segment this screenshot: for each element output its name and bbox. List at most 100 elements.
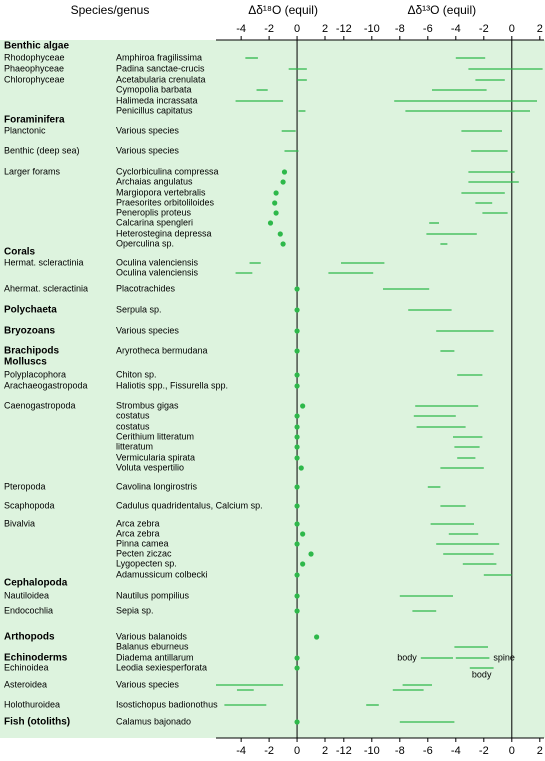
point: [314, 634, 320, 640]
species-label: Chiton sp.: [116, 369, 157, 379]
group-label: Bryozoans: [4, 326, 56, 337]
panel-title: Δδ¹³O (equil): [407, 3, 476, 17]
point: [280, 241, 286, 247]
species-label: Arca zebra: [116, 518, 160, 528]
point: [294, 307, 300, 313]
point: [281, 169, 288, 175]
group-label: Echinoidea: [4, 662, 49, 672]
group-label: Echinoderms: [4, 653, 68, 664]
x-tick-label: -4: [236, 745, 246, 757]
point: [294, 372, 300, 378]
point: [267, 220, 274, 226]
species-label: Leodia sexiesperforata: [116, 662, 207, 672]
group-label: Ahermat. scleractinia: [4, 283, 88, 293]
group-label: Benthic (deep sea): [4, 145, 80, 155]
x-tick-label: 0: [509, 23, 515, 35]
species-label: Calamus bajonado: [116, 716, 191, 726]
x-tick-label: 2: [322, 23, 328, 35]
species-label: Operculina sp.: [116, 238, 174, 248]
group-label: Bivalvia: [4, 518, 35, 528]
point: [294, 503, 300, 509]
range-label: spine: [493, 652, 515, 662]
species-label: litteratum: [116, 441, 153, 451]
x-tick-label: 0: [294, 23, 300, 35]
species-label: Diadema antillarum: [116, 652, 194, 662]
group-label: Hermat. scleractinia: [4, 257, 84, 267]
point: [294, 444, 300, 450]
point: [294, 328, 300, 334]
point: [294, 719, 300, 725]
species-label: Pecten ziczac: [116, 548, 172, 558]
species-label: Nautilus pompilius: [116, 590, 190, 600]
point: [294, 286, 300, 292]
group-label: Caenogastropoda: [4, 400, 76, 410]
row-header: Species/genus: [71, 3, 150, 17]
species-label: Various species: [116, 145, 179, 155]
x-tick-label: -4: [451, 745, 461, 757]
group-label: Arthopods: [4, 632, 55, 643]
x-tick-label: -12: [336, 23, 352, 35]
point: [294, 434, 300, 440]
range-label: body: [472, 669, 492, 679]
x-tick-label: 2: [537, 23, 543, 35]
point: [294, 424, 300, 430]
point: [273, 210, 279, 216]
species-label: Arca zebra: [116, 528, 160, 538]
point: [300, 561, 306, 567]
x-tick-label: -4: [451, 23, 461, 35]
x-tick-label: -2: [479, 23, 489, 35]
species-label: Calcarina spengleri: [116, 217, 193, 227]
species-label: Cerithium litteratum: [116, 431, 194, 441]
group-label: Polyplacophora: [4, 369, 66, 379]
species-label: Strombus gigas: [116, 400, 179, 410]
species-label: Padina sanctae-crucis: [116, 63, 205, 73]
point: [298, 465, 304, 471]
species-label: Pinna camea: [116, 538, 169, 548]
group-label: Foraminifera: [4, 115, 65, 126]
point: [272, 200, 278, 206]
point: [294, 572, 300, 578]
group-label: Cephalopoda: [4, 578, 68, 589]
point: [294, 413, 300, 419]
x-tick-label: -10: [364, 23, 380, 35]
point: [294, 348, 300, 354]
x-tick-label: -2: [264, 745, 274, 757]
species-label: Praesorites orbitoliloides: [116, 197, 215, 207]
species-label: Various species: [116, 679, 179, 689]
point: [294, 484, 300, 490]
x-tick-label: -6: [423, 23, 433, 35]
species-label: Various species: [116, 125, 179, 135]
x-tick-label: 0: [294, 745, 300, 757]
group-label: Fish (otoliths): [4, 717, 70, 728]
group-label: Nautiloidea: [4, 590, 49, 600]
group-label: Benthic algae: [4, 41, 69, 52]
species-label: Aryrotheca bermudana: [116, 345, 208, 355]
group-label: Molluscs: [4, 357, 47, 368]
group-label: Rhodophyceae: [4, 52, 65, 62]
species-label: Serpula sp.: [116, 304, 162, 314]
point: [300, 403, 306, 409]
species-label: Voluta vespertilio: [116, 462, 184, 472]
species-label: Heterostegina depressa: [116, 228, 212, 238]
group-label: Scaphopoda: [4, 500, 55, 510]
group-label: Larger forams: [4, 166, 61, 176]
x-tick-label: -4: [236, 23, 246, 35]
group-label: Arachaeogastropoda: [4, 380, 88, 390]
x-tick-label: -10: [364, 745, 380, 757]
species-label: costatus: [116, 410, 150, 420]
point: [277, 231, 283, 237]
x-tick-label: 2: [537, 745, 543, 757]
point: [294, 593, 300, 599]
species-label: Amphiroa fragilissima: [116, 52, 202, 62]
species-label: Peneroplis proteus: [116, 207, 192, 217]
plot-background: [0, 40, 545, 738]
group-label: Corals: [4, 247, 36, 258]
group-label: Planctonic: [4, 125, 46, 135]
species-label: Cymopolia barbata: [116, 84, 192, 94]
point: [294, 541, 300, 547]
group-label: Polychaeta: [4, 305, 57, 316]
point: [280, 179, 286, 185]
species-label: Sepia sp.: [116, 605, 154, 615]
species-label: Various balanoids: [116, 631, 187, 641]
